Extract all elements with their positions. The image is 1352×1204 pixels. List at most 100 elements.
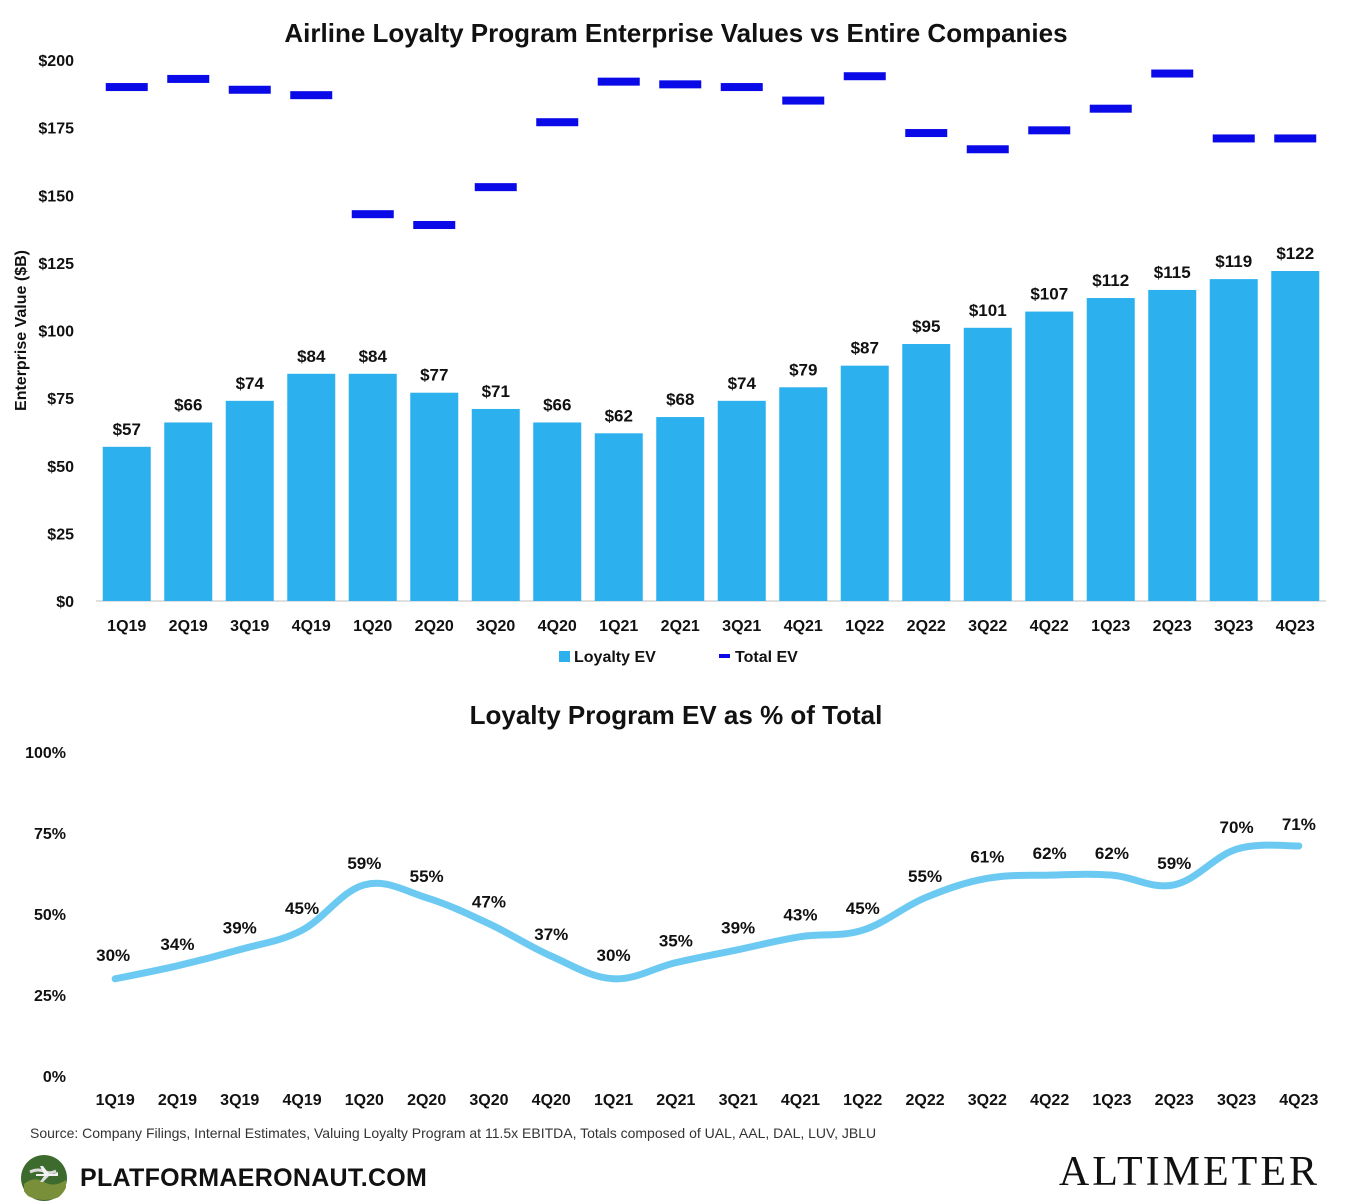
x-tick-label: 2Q19 bbox=[169, 618, 208, 635]
x-tick-label: 4Q23 bbox=[1279, 1092, 1318, 1109]
x-tick-label: 2Q22 bbox=[907, 618, 946, 635]
x-tick-label: 1Q20 bbox=[353, 618, 392, 635]
marker-total-ev bbox=[167, 74, 210, 83]
x-tick-label: 3Q22 bbox=[968, 618, 1007, 635]
y-tick-label: $175 bbox=[38, 121, 74, 138]
x-tick-label: 2Q23 bbox=[1155, 1092, 1194, 1109]
y-tick-label: 0% bbox=[43, 1069, 66, 1086]
bar-data-label: $107 bbox=[1030, 285, 1068, 304]
chart-title: Airline Loyalty Program Enterprise Value… bbox=[284, 18, 1067, 48]
brand-name: PLATFORMAERONAUT.COM bbox=[80, 1163, 428, 1192]
bar-loyalty-ev bbox=[287, 373, 336, 601]
line-point bbox=[1298, 845, 1300, 847]
line-point bbox=[737, 949, 739, 951]
x-tick-label: 1Q22 bbox=[843, 1092, 882, 1109]
y-tick-label: 100% bbox=[25, 745, 66, 762]
marker-total-ev bbox=[597, 77, 640, 86]
x-tick-label: 4Q22 bbox=[1030, 1092, 1069, 1109]
line-point bbox=[176, 965, 178, 967]
marker-total-ev bbox=[966, 145, 1009, 154]
bar-data-label: $62 bbox=[605, 406, 633, 425]
x-tick-label: 4Q21 bbox=[781, 1092, 820, 1109]
line-data-label: 39% bbox=[721, 919, 755, 938]
y-tick-label: $50 bbox=[47, 459, 74, 476]
x-tick-label: 1Q19 bbox=[96, 1092, 135, 1109]
x-tick-label: 4Q21 bbox=[784, 618, 823, 635]
x-tick-label: 1Q19 bbox=[107, 618, 146, 635]
x-tick-label: 4Q23 bbox=[1276, 618, 1315, 635]
marker-total-ev bbox=[1212, 134, 1255, 143]
line-data-label: 47% bbox=[472, 893, 506, 912]
x-tick-label: 1Q22 bbox=[845, 618, 884, 635]
line-data-label: 59% bbox=[1157, 854, 1191, 873]
line-loyalty-share bbox=[111, 841, 1303, 983]
marker-total-ev bbox=[1089, 104, 1132, 113]
line-point bbox=[986, 877, 988, 879]
line-data-label: 35% bbox=[659, 932, 693, 951]
y-axis-label: Enterprise Value ($B) bbox=[13, 250, 30, 411]
bar-loyalty-ev bbox=[1025, 311, 1074, 601]
marker-total-ev bbox=[1274, 134, 1317, 143]
x-tick-label: 4Q19 bbox=[292, 618, 331, 635]
line-point bbox=[1173, 884, 1175, 886]
bar-data-label: $66 bbox=[174, 395, 202, 414]
line-point bbox=[799, 936, 801, 938]
marker-total-ev bbox=[351, 210, 394, 219]
x-tick-label: 3Q19 bbox=[220, 1092, 259, 1109]
x-tick-label: 1Q23 bbox=[1091, 618, 1130, 635]
line-data-label: 43% bbox=[783, 906, 817, 925]
bar-data-label: $74 bbox=[728, 374, 757, 393]
bar-data-label: $77 bbox=[420, 366, 448, 385]
line-point bbox=[239, 949, 241, 951]
bar-loyalty-ev bbox=[471, 408, 520, 601]
y-tick-label: 25% bbox=[34, 988, 66, 1005]
bar-loyalty-ev bbox=[164, 422, 213, 601]
bar-data-label: $68 bbox=[666, 390, 694, 409]
marker-total-ev bbox=[905, 129, 948, 138]
bar-data-label: $115 bbox=[1154, 263, 1191, 282]
x-tick-label: 1Q20 bbox=[345, 1092, 384, 1109]
marker-total-ev bbox=[782, 96, 825, 105]
line-point bbox=[550, 955, 552, 957]
y-tick-label: $0 bbox=[56, 594, 74, 611]
line-data-label: 62% bbox=[1033, 844, 1067, 863]
bar-data-label: $119 bbox=[1215, 252, 1252, 271]
marker-total-ev bbox=[1028, 126, 1071, 135]
line-point bbox=[675, 962, 677, 964]
line-data-label: 55% bbox=[410, 867, 444, 886]
x-tick-label: 2Q23 bbox=[1153, 618, 1192, 635]
legend-swatch-total-ev bbox=[719, 654, 730, 658]
line-data-label: 70% bbox=[1220, 818, 1254, 837]
marker-total-ev bbox=[1151, 69, 1194, 78]
partner-logo: ALTIMETER bbox=[1058, 1149, 1320, 1195]
marker-total-ev bbox=[105, 83, 148, 92]
bar-loyalty-ev bbox=[225, 400, 274, 601]
x-tick-label: 3Q20 bbox=[469, 1092, 508, 1109]
y-tick-label: 50% bbox=[34, 907, 66, 924]
y-tick-label: $200 bbox=[38, 53, 74, 70]
x-tick-label: 4Q22 bbox=[1030, 618, 1069, 635]
line-data-label: 45% bbox=[285, 899, 319, 918]
bar-data-label: $71 bbox=[482, 382, 510, 401]
brand[interactable]: PLATFORMAERONAUT.COM bbox=[20, 1154, 427, 1202]
x-tick-label: 4Q20 bbox=[538, 618, 577, 635]
line-point bbox=[301, 929, 303, 931]
line-data-label: 30% bbox=[96, 946, 130, 965]
bar-data-label: $95 bbox=[912, 317, 940, 336]
bar-data-label: $122 bbox=[1276, 244, 1314, 263]
line-data-label: 39% bbox=[223, 919, 257, 938]
bar-loyalty-ev bbox=[102, 446, 151, 601]
line-point bbox=[114, 978, 116, 980]
line-data-label: 30% bbox=[597, 946, 631, 965]
line-point bbox=[924, 897, 926, 899]
x-tick-label: 4Q19 bbox=[282, 1092, 321, 1109]
x-tick-label: 3Q21 bbox=[722, 618, 761, 635]
bar-data-label: $101 bbox=[969, 301, 1007, 320]
line-data-label: 62% bbox=[1095, 844, 1129, 863]
y-tick-label: $100 bbox=[38, 324, 74, 341]
line-data-label: 59% bbox=[347, 854, 381, 873]
bar-loyalty-ev bbox=[840, 365, 889, 601]
x-tick-label: 3Q23 bbox=[1217, 1092, 1256, 1109]
x-tick-label: 2Q20 bbox=[415, 618, 454, 635]
legend-swatch-loyalty-ev bbox=[559, 651, 570, 662]
